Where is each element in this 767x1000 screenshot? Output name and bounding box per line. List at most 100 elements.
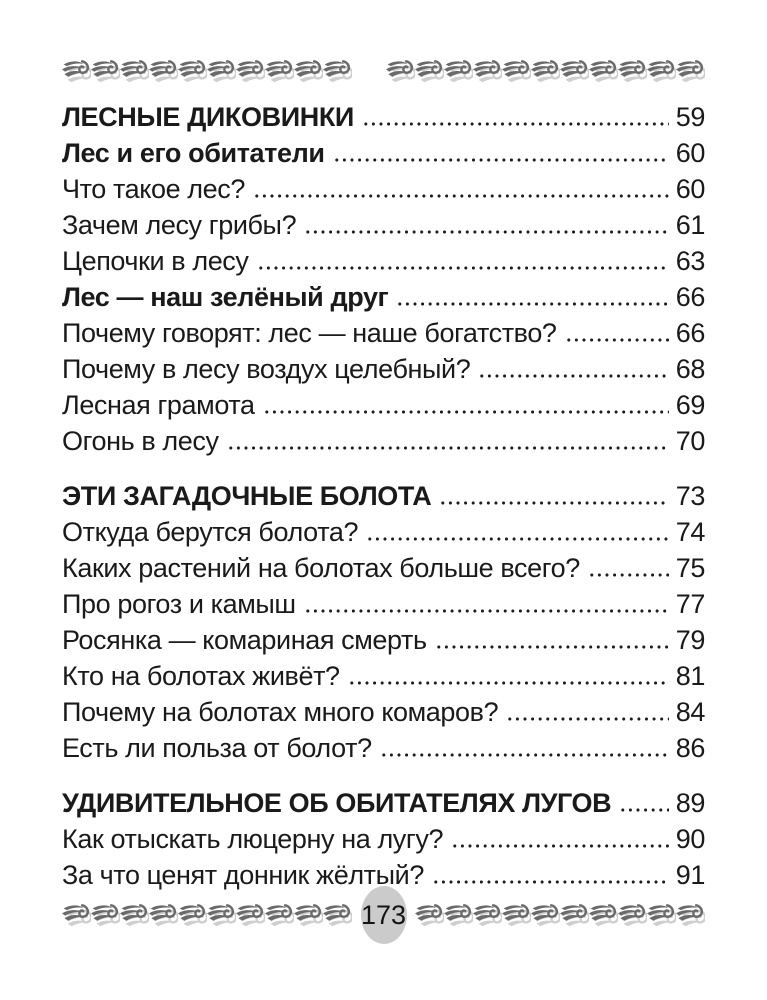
toc-title: Как отыскать люцерну на лугу?	[62, 824, 444, 854]
wave-swirl-icon	[265, 60, 294, 83]
toc-row: Лес и его обитатели 60	[62, 134, 705, 170]
dot-leader	[619, 808, 669, 812]
toc-page-number: 84	[675, 697, 706, 727]
toc-title: Каких растений на болотах больше всего?	[62, 553, 580, 583]
toc-row: Лес — наш зелёный друг 66	[62, 278, 705, 314]
wave-swirl-icon	[120, 60, 149, 83]
ornament-top	[62, 54, 705, 88]
wave-swirl-icon	[676, 904, 705, 927]
toc-page-number: 66	[675, 282, 706, 312]
toc-page-number: 79	[675, 625, 706, 655]
toc-page-number: 60	[675, 174, 706, 204]
toc-row: Почему на болотах много комаров? 84	[62, 693, 705, 729]
ornament-top-left	[62, 55, 352, 87]
toc-title: За что ценят донник жёлтый?	[62, 860, 424, 890]
toc-title: Что такое лес?	[62, 174, 245, 204]
wave-swirl-icon	[236, 60, 265, 83]
dot-leader	[332, 158, 669, 162]
wave-swirl-icon	[560, 60, 589, 83]
wave-swirl-icon	[647, 60, 676, 83]
dot-leader	[506, 717, 669, 721]
toc-row: Зачем лесу грибы? 61	[62, 206, 705, 242]
wave-swirl-icon	[618, 904, 647, 927]
wave-swirl-icon	[178, 60, 207, 83]
wave-swirl-icon	[323, 904, 352, 927]
toc-row: Есть ли польза от болот? 86	[62, 729, 705, 765]
wave-swirl-icon	[236, 904, 265, 927]
wave-swirl-icon	[560, 904, 589, 927]
toc-row: Что такое лес? 60	[62, 170, 705, 206]
toc-row: Росянка — комариная смерть 79	[62, 621, 705, 657]
wave-swirl-icon	[207, 904, 236, 927]
wave-swirl-icon	[531, 904, 560, 927]
toc-page-number: 74	[675, 517, 706, 547]
toc-row: Лесная грамота 69	[62, 386, 705, 422]
toc-row: Огонь в лесу 70	[62, 422, 705, 458]
toc-page-number: 91	[675, 860, 706, 890]
toc-page-number: 77	[675, 589, 706, 619]
dot-leader	[564, 338, 669, 342]
dot-leader	[366, 537, 669, 541]
ornament-bottom: 173	[62, 886, 705, 944]
wave-swirl-icon	[323, 60, 352, 83]
toc-row: Каких растений на болотах больше всего? 7…	[62, 549, 705, 585]
dot-leader	[253, 194, 669, 198]
toc-title: ЛЕСНЫЕ ДИКОВИНКИ	[62, 102, 354, 132]
wave-swirl-icon	[386, 60, 415, 83]
toc-title: Росянка — комариная смерть	[62, 625, 427, 655]
toc-row: Откуда берутся болота? 74	[62, 513, 705, 549]
toc-title: Зачем лесу грибы?	[62, 210, 297, 240]
toc-page-number: 70	[675, 426, 706, 456]
wave-swirl-icon	[502, 904, 531, 927]
dot-leader	[256, 266, 669, 270]
wave-swirl-icon	[647, 904, 676, 927]
toc-row: Как отыскать люцерну на лугу? 90	[62, 820, 705, 856]
toc-title: ЭТИ ЗАГАДОЧНЫЕ БОЛОТА	[62, 481, 432, 511]
wave-swirl-icon	[415, 60, 444, 83]
toc-title: УДИВИТЕЛЬНОЕ ОБ ОБИТАТЕЛЯХ ЛУГОВ	[62, 788, 612, 818]
dot-leader	[587, 573, 669, 577]
toc-row: Почему в лесу воздух целебный? 68	[62, 350, 705, 386]
toc-title: Откуда берутся болота?	[62, 517, 359, 547]
wave-swirl-icon	[178, 904, 207, 927]
wave-swirl-icon	[207, 60, 236, 83]
wave-swirl-icon	[589, 60, 618, 83]
toc-title: Лес и его обитатели	[62, 138, 325, 168]
wave-swirl-icon	[294, 60, 323, 83]
dot-leader	[304, 230, 669, 234]
wave-swirl-icon	[91, 60, 120, 83]
dot-leader	[396, 302, 669, 306]
toc-page-number: 86	[675, 733, 706, 763]
wave-swirl-icon	[294, 904, 323, 927]
toc-row: УДИВИТЕЛЬНОЕ ОБ ОБИТАТЕЛЯХ ЛУГОВ 89	[62, 784, 705, 820]
toc-page-number: 90	[675, 824, 706, 854]
ornament-bottom-left	[62, 899, 352, 931]
toc-page-number: 68	[675, 354, 706, 384]
wave-swirl-icon	[444, 904, 473, 927]
dot-leader	[478, 374, 669, 378]
toc-title: Есть ли польза от болот?	[62, 733, 372, 763]
table-of-contents: ЛЕСНЫЕ ДИКОВИНКИ 59 Лес и его обитатели 60 Ч…	[62, 98, 705, 892]
wave-swirl-icon	[502, 60, 531, 83]
toc-page-number: 63	[675, 246, 706, 276]
toc-title: Цепочки в лесу	[62, 246, 249, 276]
wave-swirl-icon	[149, 904, 178, 927]
toc-row: Почему говорят: лес — наше богатство? 66	[62, 314, 705, 350]
toc-row: ЛЕСНЫЕ ДИКОВИНКИ 59	[62, 98, 705, 134]
dot-leader	[347, 681, 669, 685]
toc-title: Огонь в лесу	[62, 426, 219, 456]
toc-title: Про рогоз и камыш	[62, 589, 296, 619]
toc-page-number: 81	[675, 661, 706, 691]
wave-swirl-icon	[531, 60, 560, 83]
wave-swirl-icon	[444, 60, 473, 83]
toc-row: Кто на болотах живёт? 81	[62, 657, 705, 693]
dot-leader	[303, 609, 669, 613]
toc-page-number: 60	[675, 138, 706, 168]
toc-title: Лесная грамота	[62, 390, 255, 420]
toc-title: Почему в лесу воздух целебный?	[62, 354, 471, 384]
wave-swirl-icon	[62, 60, 91, 83]
ornament-top-right	[386, 55, 705, 87]
dot-leader	[451, 844, 669, 848]
page-number: 173	[360, 899, 407, 930]
